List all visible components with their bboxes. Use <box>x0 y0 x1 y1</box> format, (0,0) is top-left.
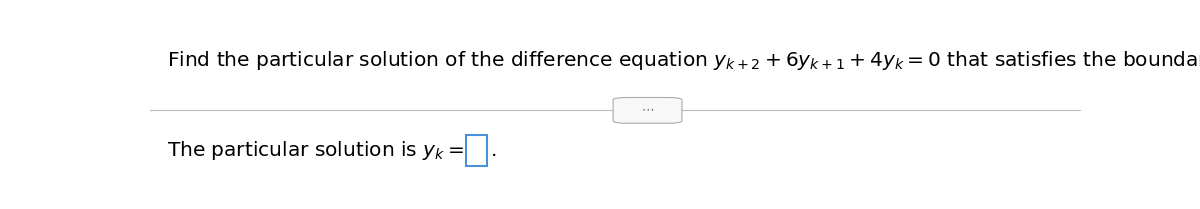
FancyBboxPatch shape <box>467 135 487 166</box>
Text: ⋯: ⋯ <box>641 104 654 117</box>
Text: Find the particular solution of the difference equation $y_{k+2}+6y_{k+1}+4y_k=0: Find the particular solution of the diff… <box>167 49 1200 72</box>
Text: .: . <box>491 141 497 160</box>
Text: The particular solution is $y_k=$: The particular solution is $y_k=$ <box>167 139 463 162</box>
FancyBboxPatch shape <box>613 98 682 123</box>
